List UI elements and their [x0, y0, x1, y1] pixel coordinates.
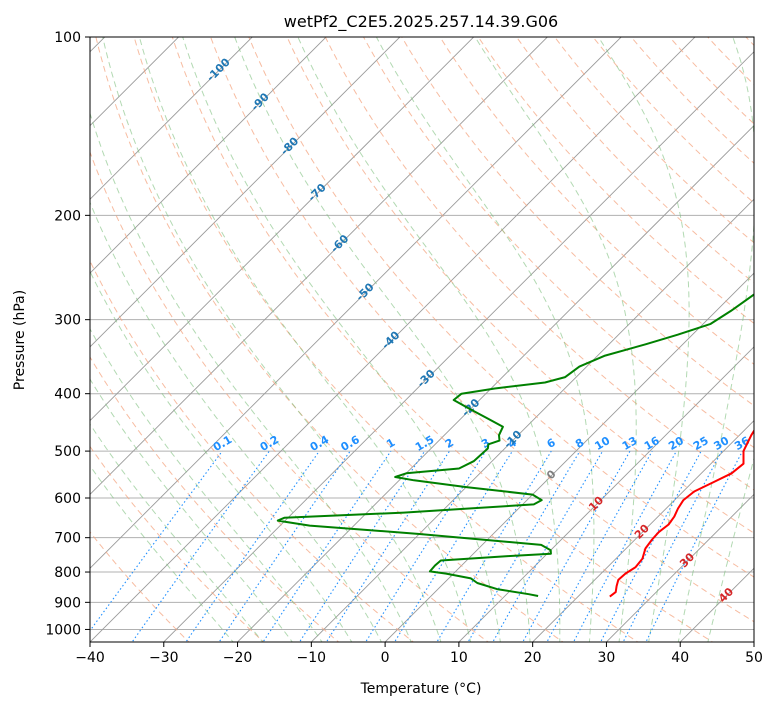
isotherm-line — [310, 198, 754, 642]
dry-adiabat — [95, 37, 564, 642]
moist-adiabat — [677, 37, 754, 642]
moist-adiabat — [234, 37, 531, 642]
mixing-ratio-line — [325, 450, 450, 642]
y-tick-label: 500 — [54, 444, 81, 460]
moist-adiabat — [707, 456, 754, 642]
x-tick-label: 20 — [524, 650, 542, 666]
mixing-ratio-line — [467, 450, 581, 642]
moist-adiabat — [102, 37, 442, 642]
mixing-ratio-line — [262, 450, 392, 642]
isotherm-line — [90, 37, 549, 496]
mixing-ratio-line — [90, 450, 223, 632]
x-tick-label: 50 — [745, 650, 763, 666]
mixing-ratio-line — [298, 450, 426, 642]
plot-frame — [89, 36, 755, 643]
x-axis-title: Temperature (°C) — [360, 681, 482, 697]
mixing-ratio-line — [185, 450, 320, 642]
moist-adiabat — [182, 37, 501, 642]
y-axis-ticks: 100 200 300 400 500 600 700 800 900 1000 — [45, 30, 90, 638]
isotherm-line — [90, 37, 327, 274]
y-tick-label: 100 — [54, 30, 81, 46]
mixing-ratio-line — [622, 450, 723, 642]
moist-adiabat — [474, 37, 637, 642]
mixing-ratio-line — [393, 450, 513, 642]
mixing-ratio-line — [572, 450, 677, 642]
dry-adiabat — [477, 37, 754, 324]
moist-adiabat — [90, 270, 353, 642]
moist-adiabat — [297, 37, 561, 642]
mixing-ratio-line — [365, 450, 487, 642]
sounding-series-line — [609, 429, 754, 598]
isotherm-line — [458, 346, 754, 642]
mixing-ratio-lines — [90, 450, 743, 642]
y-tick-label: 1000 — [45, 622, 81, 638]
isotherm-line — [90, 37, 401, 348]
dry-adiabat — [90, 445, 265, 642]
moist-adiabat — [90, 423, 264, 642]
moist-adiabat — [90, 464, 234, 642]
x-tick-label: −40 — [75, 650, 105, 666]
isotherm-line — [90, 37, 253, 200]
isotherm-line — [605, 493, 754, 642]
isotherm-line — [90, 37, 475, 422]
moist-adiabat — [90, 378, 293, 642]
sounding-series — [276, 293, 754, 598]
y-tick-label: 400 — [54, 387, 81, 403]
isotherm-line — [163, 51, 754, 642]
dry-adiabat — [90, 150, 490, 642]
y-axis-title: Pressure (hPa) — [12, 290, 28, 390]
x-tick-label: 10 — [450, 650, 468, 666]
isotherm-line — [531, 419, 754, 642]
x-axis-ticks: −40 −30 −20 −10 0 10 20 30 40 50 — [75, 642, 763, 666]
y-tick-label: 300 — [54, 313, 81, 329]
y-tick-label: 700 — [54, 531, 81, 547]
moist-adiabat — [375, 37, 595, 642]
moist-adiabat — [90, 201, 382, 642]
isotherm-line — [90, 37, 622, 569]
mixing-ratio-line — [131, 450, 270, 642]
y-tick-label: 600 — [54, 491, 81, 507]
moist-adiabat — [90, 111, 412, 642]
isotherm-line — [236, 124, 754, 642]
pressure-grid — [90, 37, 754, 630]
isotherm-lines — [90, 37, 754, 642]
sounding-series-line — [276, 293, 754, 597]
plot-area: 0.1 0.2 0.4 0.6 1 1.5 2 3 4 6 8 10 13 16 20 25 30 36-100-… — [90, 37, 754, 642]
x-tick-label: −20 — [223, 650, 253, 666]
y-tick-label: 900 — [54, 595, 81, 611]
moist-adiabat — [597, 37, 690, 642]
y-tick-label: 200 — [54, 208, 81, 224]
isotherm-line — [90, 37, 696, 642]
mixing-ratio-line — [599, 450, 702, 642]
chart-title: wetPf2_C2E5.2025.257.14.39.G06 — [284, 12, 558, 32]
dry-adiabat — [90, 259, 415, 642]
x-tick-label: −10 — [297, 650, 327, 666]
dry-adiabat — [133, 37, 639, 642]
x-tick-label: 40 — [671, 650, 689, 666]
moist-adiabat — [90, 327, 323, 642]
x-tick-label: 0 — [381, 650, 390, 666]
y-tick-label: 800 — [54, 565, 81, 581]
mixing-ratio-line — [218, 450, 351, 642]
x-tick-label: −30 — [149, 650, 179, 666]
x-tick-label: 30 — [598, 650, 616, 666]
dry-adiabat — [210, 37, 754, 623]
